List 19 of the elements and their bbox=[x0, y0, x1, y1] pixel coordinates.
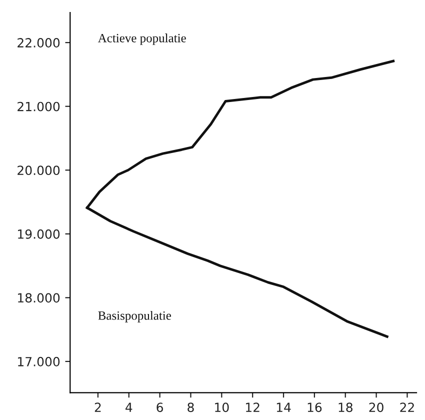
y-tick-label: 18.000 bbox=[18, 293, 60, 303]
y-tick-label: 17.000 bbox=[18, 356, 60, 366]
y-tick-label: 20.000 bbox=[18, 166, 60, 176]
x-tick-label: 18 bbox=[338, 402, 352, 412]
x-tick-label: 10 bbox=[215, 402, 229, 412]
x-tick-label: 8 bbox=[188, 402, 194, 412]
x-tick-label: 6 bbox=[156, 402, 163, 412]
x-tick-label: 12 bbox=[246, 402, 260, 412]
x-tick-label: 14 bbox=[276, 402, 291, 412]
y-tick-label: 22.000 bbox=[18, 38, 60, 48]
y-tick-label: 19.000 bbox=[18, 229, 60, 239]
annotation: Actieve populatie bbox=[98, 34, 186, 45]
x-tick-label: 22 bbox=[400, 402, 414, 412]
x-tick-label: 2 bbox=[94, 402, 101, 412]
x-tick-label: 16 bbox=[308, 402, 322, 412]
x-tick-label: 20 bbox=[369, 402, 384, 412]
annotation: Basispopulatie bbox=[98, 311, 172, 322]
y-tick-label: 21.000 bbox=[18, 102, 60, 112]
x-tick-label: 4 bbox=[126, 402, 132, 412]
